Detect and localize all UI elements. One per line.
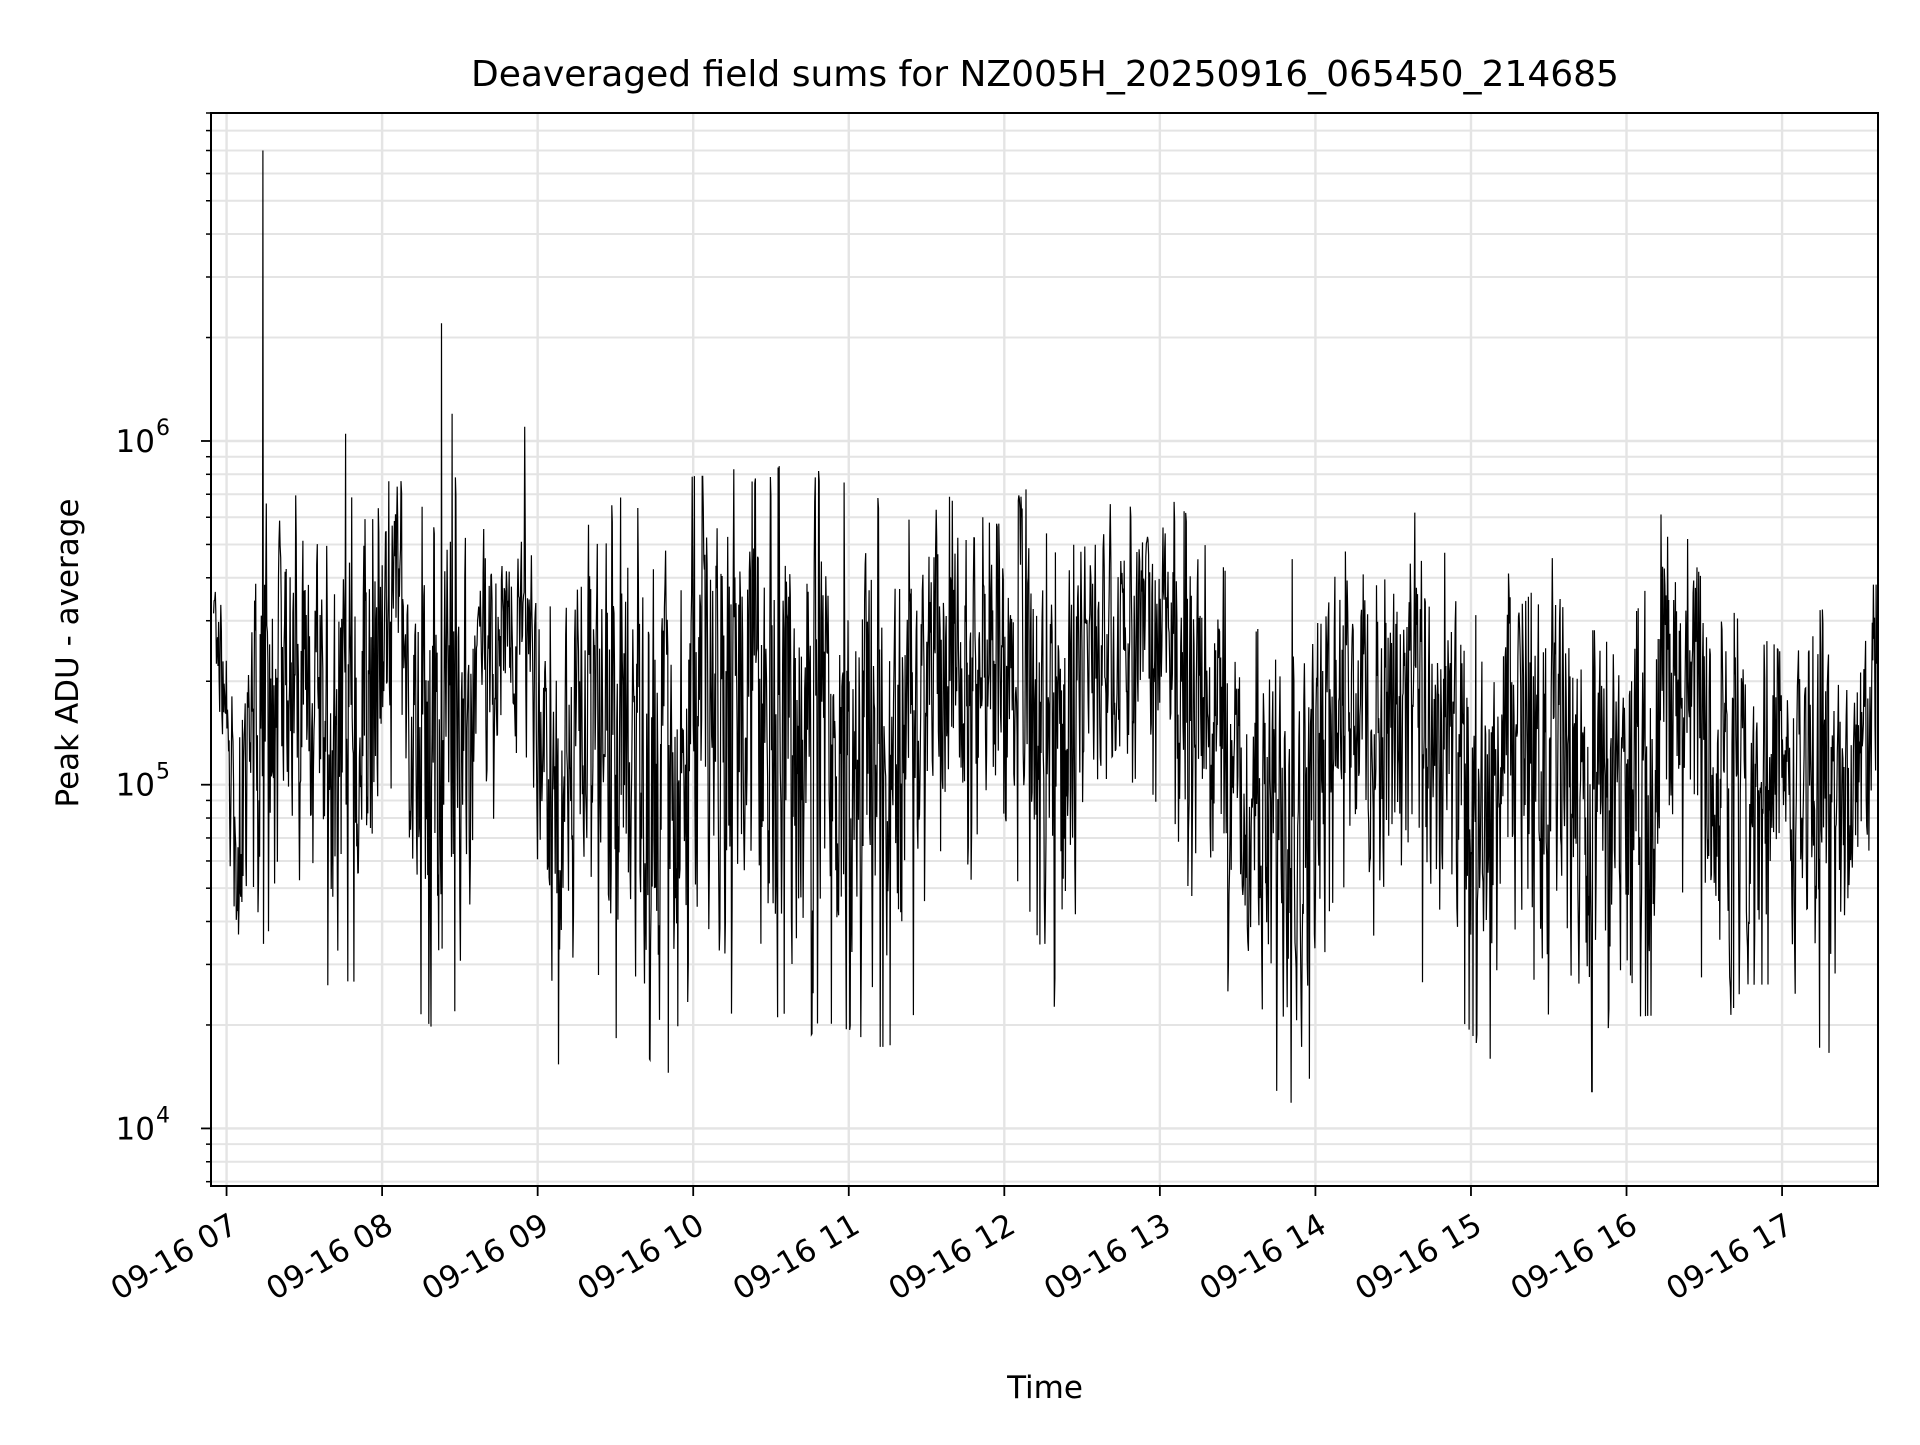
x-axis-label: Time [1006,1370,1083,1406]
plot-frame [210,112,1879,1187]
series-layer [213,150,1878,1103]
y-tick-exponent: 5 [156,760,170,785]
y-tick-exponent: 4 [156,1103,170,1128]
y-tick-label: 10 [116,768,155,804]
y-tick-exponent: 6 [156,416,170,441]
data-series-line [213,150,1878,1103]
y-axis-label: Peak ADU - average [50,498,86,807]
chart-title: Deaveraged field sums for NZ005H_2025091… [471,54,1619,95]
y-tick-label: 10 [116,424,155,460]
y-tick-label: 10 [116,1111,155,1147]
